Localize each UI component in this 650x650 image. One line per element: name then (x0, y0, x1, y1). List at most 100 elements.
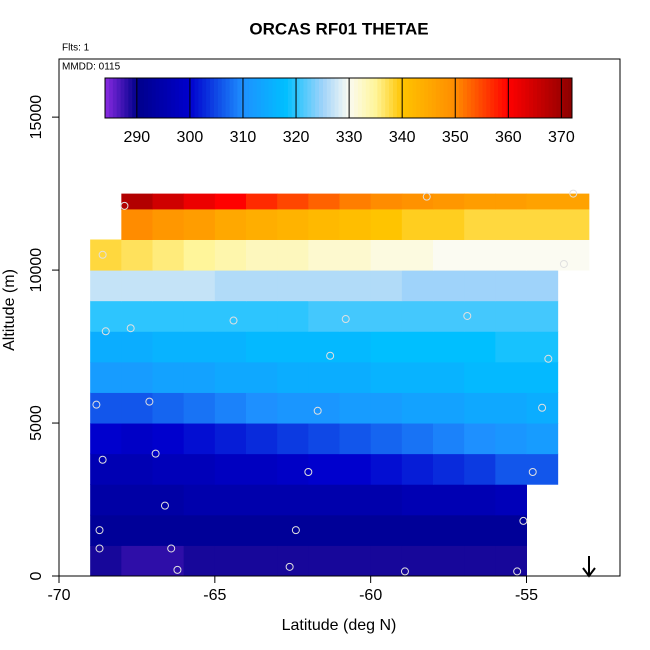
heatmap-cell (370, 453, 403, 485)
heatmap-cell (401, 545, 434, 577)
heatmap-cell (214, 514, 247, 546)
colorbar-swatch (533, 78, 538, 118)
heatmap-cell (152, 484, 185, 516)
plot-area (90, 189, 590, 577)
heatmap-cell (370, 392, 403, 424)
heatmap-cell (121, 208, 153, 240)
colorbar-swatch (198, 78, 203, 118)
heatmap-cell (246, 514, 278, 546)
colorbar-swatch (552, 78, 557, 118)
heatmap-cell (339, 331, 372, 363)
heatmap-cell (433, 392, 465, 424)
colorbar-swatch (299, 78, 304, 118)
heatmap-cell (90, 514, 122, 546)
colorbar-swatch (498, 78, 503, 118)
heatmap-cell (495, 545, 527, 577)
heatmap-cell (308, 545, 340, 577)
colorbar-tick-label: 340 (389, 129, 416, 146)
colorbar-swatch (447, 78, 452, 118)
heatmap-cell (464, 423, 496, 455)
heatmap-cell (370, 361, 403, 393)
heatmap-cell (370, 270, 403, 302)
colorbar-swatch (486, 78, 491, 118)
sample-point (151, 449, 160, 458)
colorbar-swatch (140, 78, 145, 118)
colorbar-swatch (151, 78, 157, 118)
heatmap-cell (214, 300, 247, 332)
heatmap-cell (277, 270, 309, 302)
heatmap-cell (152, 208, 185, 240)
colorbar-swatch (213, 78, 219, 118)
colorbar-swatch (439, 78, 445, 118)
colorbar-frame (104, 77, 573, 119)
heatmap-cell (464, 300, 496, 332)
colorbar-swatch (350, 78, 355, 118)
heatmap-cell (121, 514, 153, 546)
colorbar-swatch (389, 78, 394, 118)
heatmap-cell (526, 423, 559, 455)
colorbar-swatch (171, 78, 176, 118)
colorbar-swatch (494, 78, 499, 118)
heatmap-cell (339, 239, 372, 271)
heatmap-cell (495, 361, 527, 393)
sample-point (229, 316, 238, 325)
colorbar-swatch (276, 78, 281, 118)
colorbar-swatch (252, 78, 258, 118)
colorbar-swatch (369, 78, 375, 118)
colorbar-swatch (455, 78, 460, 118)
heatmap-cell (339, 300, 372, 332)
heatmap-cell (246, 208, 278, 240)
colorbar-swatch (354, 78, 359, 118)
heatmap-cell (121, 392, 153, 424)
heatmap-cell (526, 361, 559, 393)
colorbar-swatch (466, 78, 472, 118)
colorbar-swatch (334, 78, 339, 118)
heatmap-cell (433, 545, 465, 577)
heatmap-cell (246, 331, 278, 363)
heatmap-cell (495, 423, 527, 455)
heatmap-cell (401, 453, 434, 485)
colorbar-swatch (400, 78, 406, 118)
colorbar-swatch (373, 78, 378, 118)
sample-point (538, 403, 547, 412)
colorbar-swatch (307, 78, 312, 118)
colorbar-swatch (357, 78, 363, 118)
colorbar-swatch (365, 78, 371, 118)
colorbar-swatch (501, 78, 507, 118)
heatmap-cell (152, 270, 185, 302)
heatmap-cell (246, 270, 278, 302)
heatmap-cell (246, 361, 278, 393)
heatmap-cell (277, 361, 309, 393)
heatmap-cell (495, 239, 527, 271)
heatmap-cell (121, 239, 153, 271)
colorbar-swatch (443, 78, 448, 118)
heatmap-cell (526, 239, 559, 271)
heatmap-cell (495, 193, 527, 210)
plot-frame (58, 58, 621, 577)
heatmap-cell (308, 484, 340, 516)
heatmap-cell (214, 545, 247, 577)
colorbar-swatch (459, 78, 464, 118)
colorbar-swatch (521, 78, 526, 118)
heatmap-cell (246, 300, 278, 332)
heatmap-cell (183, 270, 216, 302)
heatmap-cell (152, 514, 185, 546)
heatmap-cell (370, 208, 403, 240)
heatmap-cell (339, 514, 372, 546)
heatmap-cell (246, 423, 278, 455)
colorbar-swatch (392, 78, 398, 118)
colorbar-swatch (124, 78, 129, 118)
heatmap-cell (401, 270, 434, 302)
colorbar-swatch (319, 78, 324, 118)
heatmap-cell (401, 193, 434, 210)
heatmap-cell (121, 300, 153, 332)
heatmap-cell (370, 331, 403, 363)
colorbar-swatch (330, 78, 336, 118)
sample-point (160, 501, 169, 510)
heatmap-cell (339, 361, 372, 393)
sample-point (126, 324, 135, 333)
sample-point (544, 354, 553, 363)
heatmap-cell (339, 392, 372, 424)
heatmap-cell (370, 300, 403, 332)
sample-point (569, 189, 578, 198)
